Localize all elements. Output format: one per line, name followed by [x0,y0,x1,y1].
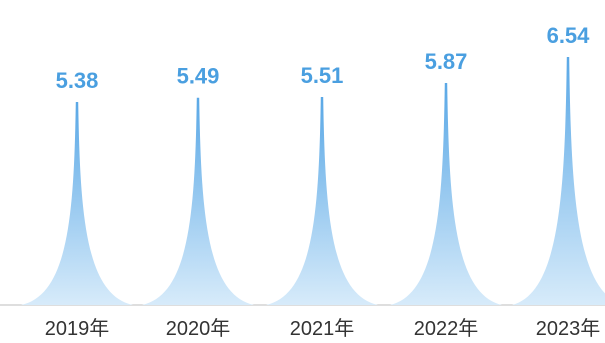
spike-bar-2023年 [512,57,605,305]
x-tick-label: 2022年 [414,317,479,340]
x-tick-label: 2020年 [166,317,231,340]
spike-bar-2021年 [266,96,378,305]
data-label: 5.51 [301,63,344,88]
x-tick-label: 2019年 [45,317,110,340]
data-label: 5.87 [425,49,468,74]
x-tick-label: 2023年 [536,317,601,340]
data-label: 5.49 [177,64,220,89]
spike-bar-2022年 [390,82,502,305]
data-label: 5.38 [56,68,99,93]
data-label: 6.54 [547,23,591,48]
spike-bar-2020年 [142,97,254,305]
x-tick-label: 2021年 [290,317,355,340]
spike-bar-2019年 [21,102,133,305]
